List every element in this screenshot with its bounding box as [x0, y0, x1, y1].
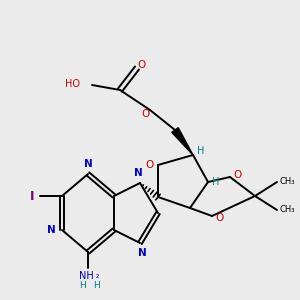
Text: O: O	[216, 213, 224, 223]
Text: H: H	[197, 146, 205, 156]
Text: O: O	[146, 160, 154, 170]
Text: CH₃: CH₃	[280, 178, 296, 187]
Text: H: H	[93, 281, 99, 290]
Text: H: H	[212, 177, 220, 187]
Text: ₂: ₂	[96, 272, 99, 280]
Text: HO: HO	[65, 79, 80, 89]
Text: O: O	[137, 60, 145, 70]
Text: CH₃: CH₃	[280, 206, 296, 214]
Text: N: N	[47, 225, 56, 235]
Text: N: N	[84, 159, 92, 169]
Text: NH: NH	[79, 271, 93, 281]
Text: I: I	[30, 190, 34, 202]
Text: N: N	[134, 168, 142, 178]
Text: H: H	[80, 281, 86, 290]
Text: O: O	[234, 170, 242, 180]
Text: O: O	[142, 109, 150, 119]
Text: N: N	[138, 248, 146, 258]
Polygon shape	[172, 128, 193, 155]
